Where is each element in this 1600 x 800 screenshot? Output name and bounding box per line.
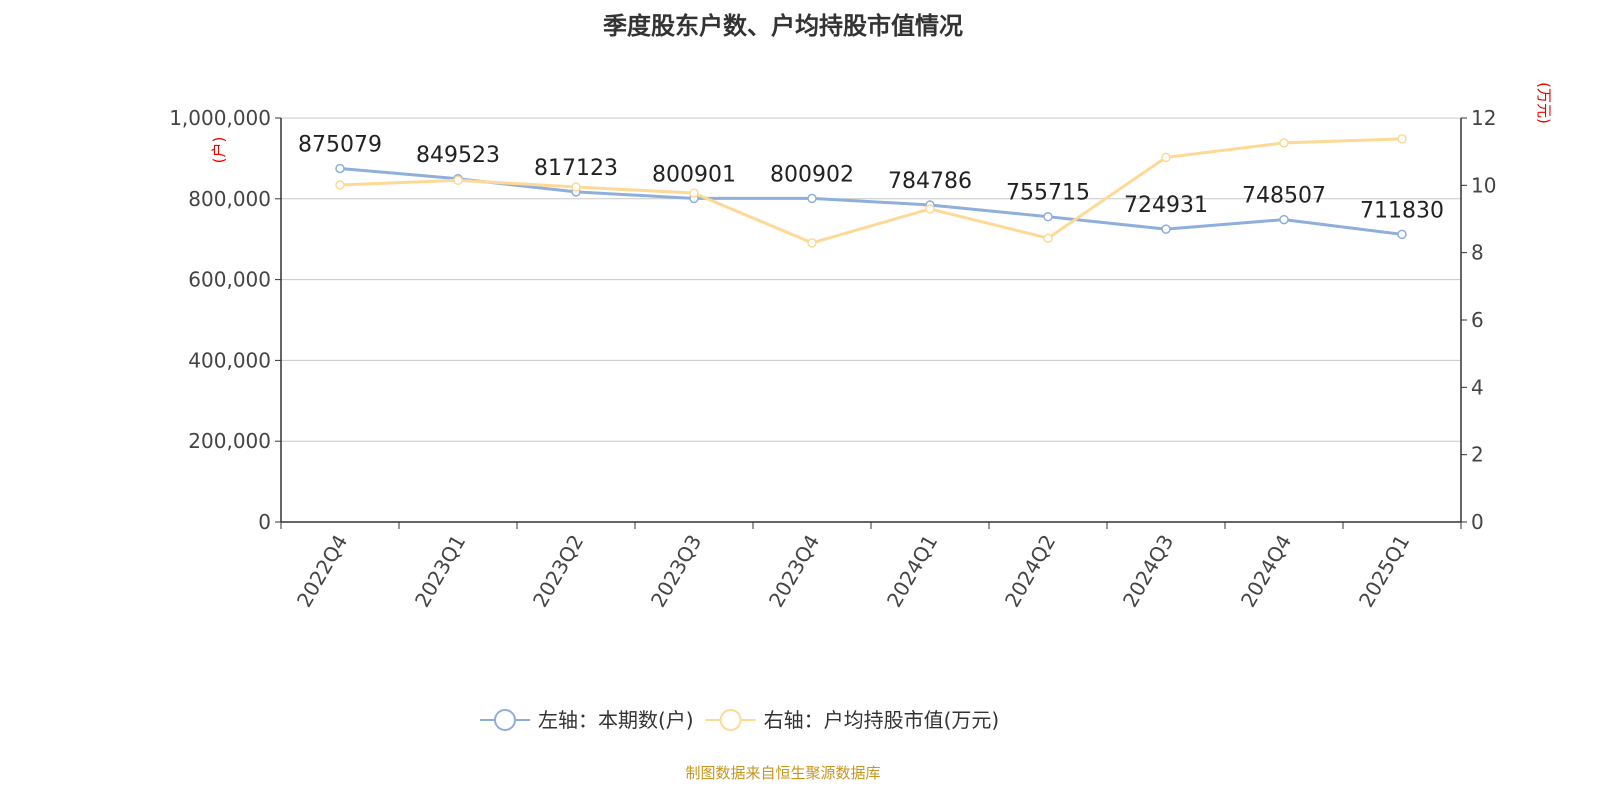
left-axis-tick-label: 200,000 xyxy=(188,429,271,453)
x-axis-tick-label: 2023Q2 xyxy=(528,531,588,612)
data-point xyxy=(807,238,817,248)
data-label: 784786 xyxy=(888,169,972,194)
data-point xyxy=(1043,233,1053,243)
left-axis-label: (户) xyxy=(210,137,228,164)
series-line-1 xyxy=(339,166,1403,236)
data-label: 748507 xyxy=(1242,184,1326,209)
x-axis-tick-label: 2023Q1 xyxy=(410,531,470,612)
data-label: 800901 xyxy=(652,162,736,187)
x-axis-tick-label: 2024Q1 xyxy=(882,531,942,612)
data-label: 755715 xyxy=(1006,181,1090,206)
right-axis-tick-label: 6 xyxy=(1471,308,1484,332)
x-axis-tick-label: 2024Q4 xyxy=(1236,531,1296,612)
chart-title: 季度股东户数、户均持股市值情况 xyxy=(603,12,963,40)
legend-marker xyxy=(719,709,742,731)
data-point xyxy=(335,163,345,174)
data-label: 817123 xyxy=(534,156,618,181)
data-point xyxy=(1161,224,1171,234)
data-point xyxy=(1279,138,1289,148)
data-label: 711830 xyxy=(1360,198,1444,223)
left-axis-tick-label: 400,000 xyxy=(188,348,271,372)
legend-label-2: 右轴：户均持股市值(万元) xyxy=(764,708,1000,732)
legend-marker xyxy=(494,709,516,731)
left-axis-tick-label: 1,000,000 xyxy=(169,106,271,130)
right-axis-tick-label: 4 xyxy=(1471,375,1484,399)
data-point xyxy=(689,188,699,198)
right-axis-label: (万元) xyxy=(1535,82,1553,124)
x-axis-tick-label: 2025Q1 xyxy=(1354,531,1414,612)
right-axis-tick-label: 10 xyxy=(1471,173,1496,197)
left-axis-tick-label: 600,000 xyxy=(188,268,271,292)
data-point xyxy=(335,180,345,190)
series-line-2 xyxy=(339,137,1403,245)
left-axis-tick-label: 800,000 xyxy=(188,187,271,211)
source-note: 制图数据来自恒生聚源数据库 xyxy=(685,764,881,782)
data-label: 724931 xyxy=(1124,193,1208,218)
left-axis-tick-label: 0 xyxy=(258,510,271,534)
data-point xyxy=(1161,152,1171,163)
data-point xyxy=(1397,134,1407,144)
x-axis-tick-label: 2023Q3 xyxy=(646,531,706,612)
data-point xyxy=(1043,211,1053,222)
right-axis-tick-label: 0 xyxy=(1471,510,1484,534)
data-point xyxy=(1397,229,1407,240)
right-axis-tick-label: 8 xyxy=(1471,241,1484,265)
right-axis-tick-label: 2 xyxy=(1471,443,1484,467)
legend-label-1: 左轴：本期数(户) xyxy=(538,708,694,732)
data-label: 800902 xyxy=(770,162,854,187)
data-point xyxy=(925,204,935,214)
x-axis-tick-label: 2022Q4 xyxy=(292,531,352,612)
data-point xyxy=(807,193,817,204)
x-axis-tick-label: 2024Q3 xyxy=(1118,531,1178,612)
data-point xyxy=(1279,214,1289,225)
data-label: 875079 xyxy=(298,132,382,157)
right-axis-tick-label: 12 xyxy=(1471,106,1496,130)
data-point xyxy=(571,182,581,192)
x-axis-tick-label: 2023Q4 xyxy=(764,531,824,612)
data-point xyxy=(453,175,463,186)
x-axis-tick-label: 2024Q2 xyxy=(1000,531,1060,612)
data-label: 849523 xyxy=(416,143,500,168)
